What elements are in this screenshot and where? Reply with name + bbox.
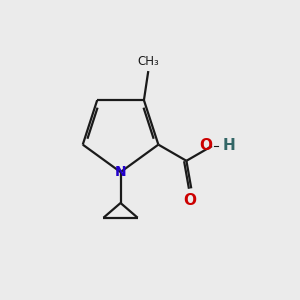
Text: CH₃: CH₃	[137, 55, 159, 68]
Text: H: H	[222, 138, 235, 153]
Text: O: O	[183, 193, 196, 208]
Text: O: O	[200, 138, 212, 153]
Text: N: N	[115, 165, 126, 179]
